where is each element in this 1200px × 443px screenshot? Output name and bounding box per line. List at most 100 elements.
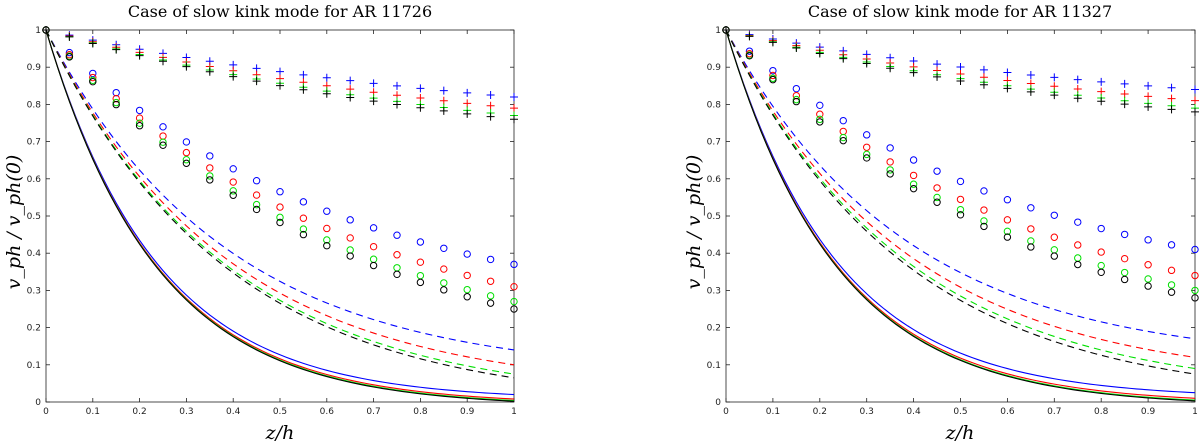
data-point-blue-circles [369, 224, 378, 232]
data-point-green-circles [909, 180, 918, 188]
series-line-blue-dashed [725, 29, 1196, 340]
data-point-black-plus [1120, 100, 1129, 109]
data-point-black-circles [839, 136, 847, 145]
data-point-black-plus [229, 72, 238, 81]
data-point-blue-circles [1074, 218, 1082, 226]
data-point-red-circles [229, 178, 237, 186]
data-point-black-circles [886, 170, 894, 178]
data-point-black-plus [416, 103, 425, 112]
data-point-blue-plus [416, 84, 425, 93]
data-point-black-circles [909, 184, 918, 193]
data-point-red-circles [463, 271, 471, 280]
data-point-red-circles [416, 258, 425, 266]
x-tick-label: 0.9 [460, 407, 475, 417]
data-point-red-circles [393, 251, 401, 259]
series-line-black-dashed [725, 29, 1196, 375]
y-tick-label: 0.1 [27, 361, 41, 371]
data-point-green-circles [1120, 268, 1129, 277]
series-line-black-solid [45, 29, 515, 402]
data-point-blue-plus [439, 86, 448, 95]
y-tick-label: 0 [35, 398, 41, 408]
data-point-black-circles [463, 293, 471, 301]
data-point-black-circles [135, 122, 144, 130]
data-point-black-plus [909, 68, 918, 77]
data-point-red-circles [1144, 261, 1152, 269]
x-tick-label: 0.9 [1141, 407, 1156, 417]
data-point-blue-plus [1026, 71, 1035, 80]
data-point-red-plus [439, 96, 448, 105]
data-point-red-circles [1027, 225, 1035, 233]
x-tick-label: 1 [511, 407, 517, 417]
data-point-red-circles [816, 110, 824, 118]
data-point-black-plus [299, 85, 308, 94]
series-line-green-dashed [45, 29, 515, 375]
data-point-black-plus [886, 64, 895, 73]
data-point-blue-plus [486, 90, 495, 99]
data-point-blue-circles [182, 138, 191, 146]
data-point-blue-circles [863, 131, 871, 139]
data-point-blue-circles [440, 244, 448, 252]
data-point-green-circles [839, 133, 847, 142]
data-point-red-circles [323, 224, 331, 233]
data-point-black-circles [1027, 243, 1035, 251]
data-point-black-plus [745, 32, 754, 41]
data-point-green-circles [206, 172, 214, 180]
data-point-black-plus [393, 100, 401, 109]
data-point-green-circles [1003, 227, 1012, 236]
data-point-black-circles [1050, 252, 1059, 260]
y-tick-label: 0.8 [27, 100, 42, 110]
data-point-blue-circles [112, 88, 120, 97]
y-tick-label: 0.9 [27, 63, 42, 73]
data-point-green-circles [1191, 286, 1199, 295]
data-point-green-circles [416, 271, 425, 280]
data-point-red-circles [1120, 254, 1129, 263]
data-point-red-plus [510, 104, 518, 113]
x-tick-label: 0.8 [1094, 407, 1109, 417]
y-tick-label: 0.7 [707, 138, 721, 148]
y-tick-label: 0 [715, 398, 721, 408]
data-point-green-circles [1097, 261, 1105, 270]
x-tick-label: 1 [1192, 407, 1198, 417]
data-point-red-circles [206, 164, 214, 172]
x-tick-label: 0.3 [179, 407, 193, 417]
data-point-black-circles [1191, 294, 1199, 302]
data-point-green-circles [112, 98, 120, 107]
y-tick-label: 1 [35, 26, 41, 36]
y-tick-label: 0.3 [27, 286, 41, 296]
data-point-black-plus [112, 45, 121, 54]
data-point-blue-plus [299, 70, 308, 79]
data-point-black-plus [135, 51, 144, 60]
data-point-green-circles [323, 236, 331, 244]
data-point-black-plus [159, 57, 167, 66]
data-point-red-circles [369, 242, 378, 251]
data-point-black-circles [792, 97, 801, 106]
chart-title: Case of slow kink mode for AR 11726 [128, 2, 432, 21]
x-tick-label: 0 [723, 407, 729, 417]
data-point-blue-plus [1167, 83, 1176, 92]
data-point-blue-circles [510, 260, 518, 269]
data-point-black-circles [393, 270, 401, 278]
data-point-blue-circles [1167, 241, 1176, 249]
data-point-black-plus [182, 62, 191, 71]
data-point-black-circles [346, 252, 354, 260]
data-point-green-circles [252, 200, 261, 209]
data-point-green-circles [980, 217, 988, 225]
data-point-black-circles [252, 205, 261, 214]
data-point-blue-plus [369, 79, 378, 88]
data-point-green-circles [346, 246, 354, 254]
data-point-black-circles [863, 154, 871, 162]
chart-panel-1: Case of slow kink mode for AR 11726 0 0.1… [3, 2, 518, 443]
data-point-blue-plus [1073, 75, 1082, 84]
data-point-blue-circles [323, 207, 331, 215]
data-point-black-plus [1097, 97, 1106, 106]
x-tick-label: 0.6 [1000, 407, 1015, 417]
chart-panel-2: Case of slow kink mode for AR 11327 0 0.1… [683, 2, 1199, 443]
data-point-blue-circles [346, 216, 354, 224]
data-point-red-plus [486, 101, 495, 110]
data-point-red-circles [886, 158, 894, 166]
data-point-red-circles [839, 127, 847, 136]
data-point-green-circles [135, 119, 144, 127]
y-tick-label: 0.9 [707, 63, 722, 73]
data-point-red-circles [346, 234, 354, 242]
data-point-black-plus [1144, 102, 1153, 111]
